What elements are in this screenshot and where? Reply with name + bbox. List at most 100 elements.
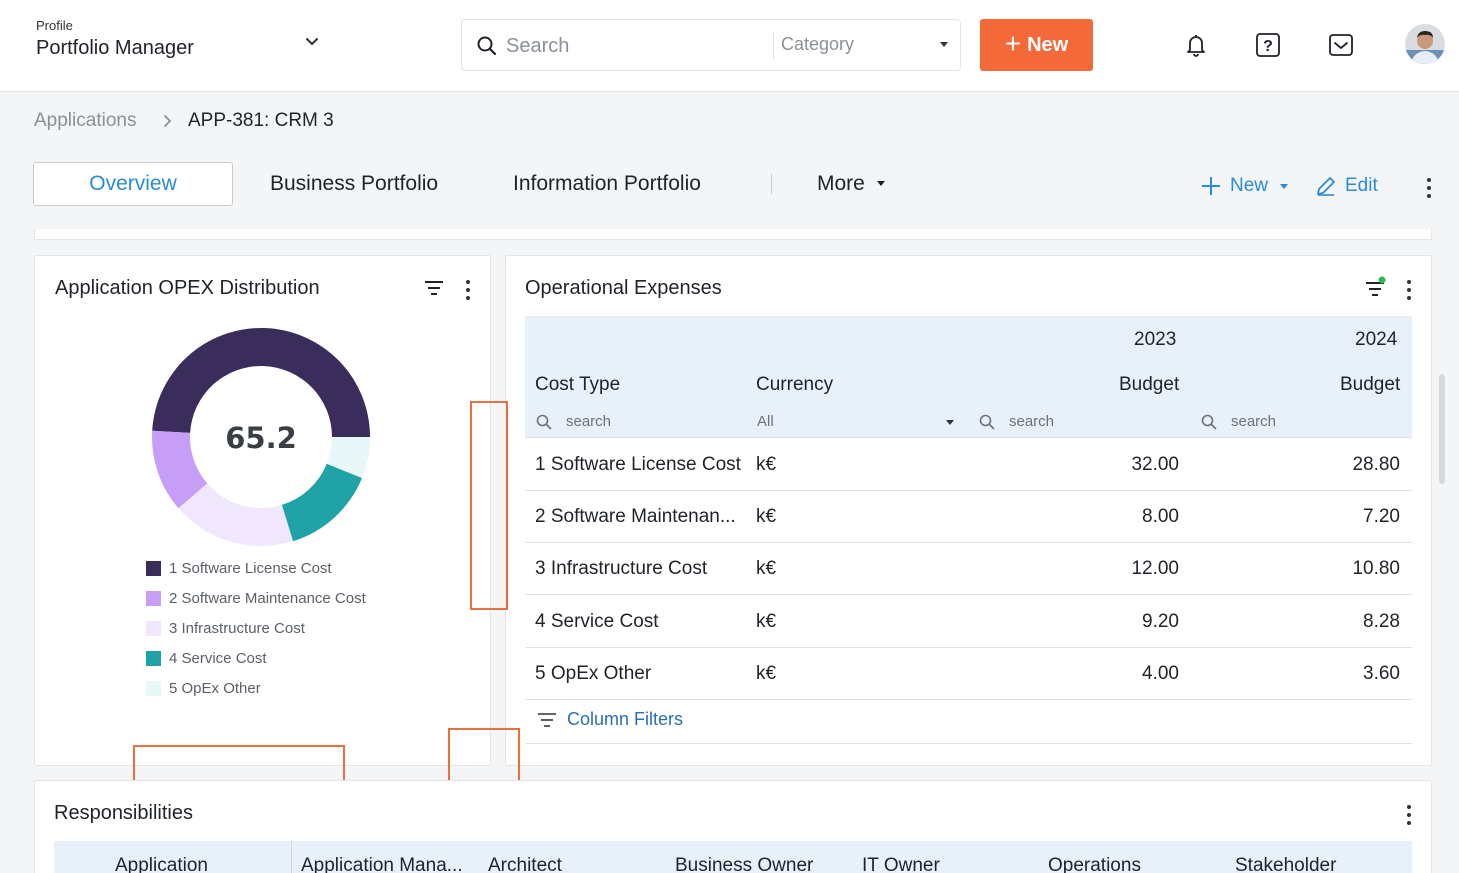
help-icon[interactable]: ? [1251,28,1285,62]
resize-handle-highlight[interactable] [133,745,345,782]
table-header: 2023 2024 Cost Type Currency Budget Budg… [525,316,1412,438]
donut-slice-3[interactable] [178,483,294,546]
tab-more[interactable]: More [817,172,865,195]
table-footer-divider [525,743,1412,744]
column-header-budget-2023[interactable]: Budget [1119,374,1180,395]
more-options-icon[interactable] [465,280,471,300]
column-filters-button[interactable]: Column Filters [537,709,683,730]
donut-slice-2[interactable] [152,430,208,509]
search-placeholder: search [1009,413,1055,430]
search-placeholder: search [1231,413,1277,430]
tab-overview[interactable]: Overview [33,162,233,206]
budget-2024-cell: 3.60 [1363,663,1400,684]
donut-slice-1[interactable] [152,328,370,437]
budget-2023-cell: 9.20 [1142,611,1179,632]
scrollbar-thumb[interactable] [1439,374,1445,484]
column-header-it-owner[interactable]: IT Owner [862,855,940,873]
search-placeholder: search [566,413,612,430]
legend-item[interactable]: 4 Service Cost [146,650,267,667]
responsibilities-table-header: Application Application Mana... Architec… [54,841,1412,873]
column-header-operations[interactable]: Operations [1048,855,1141,873]
donut-slice-5[interactable] [326,437,370,478]
legend-label: 3 Infrastructure Cost [169,620,305,637]
caret-down-icon[interactable] [946,420,954,425]
svg-text:?: ? [1263,38,1273,55]
table-row[interactable]: 2 Software Maintenan... k€ 8.00 7.20 [525,491,1412,543]
tab-information-portfolio[interactable]: Information Portfolio [513,172,701,195]
column-divider [291,841,292,873]
section-strip [34,229,1432,240]
table-row[interactable]: 1 Software License Cost k€ 32.00 28.80 [525,439,1412,491]
more-options-icon[interactable] [1406,280,1412,300]
column-header-application-manager[interactable]: Application Mana... [301,855,463,873]
column-header-business-owner[interactable]: Business Owner [675,855,814,873]
caret-down-icon [1280,183,1289,189]
tab-business-portfolio[interactable]: Business Portfolio [270,172,439,195]
table-row[interactable]: 5 OpEx Other k€ 4.00 3.60 [525,648,1412,700]
currency-cell: k€ [756,663,777,684]
budget-2024-cell: 8.28 [1363,611,1400,632]
column-header-budget-2024[interactable]: Budget [1340,374,1401,395]
plus-icon: + [1004,27,1022,59]
budget-2024-cell: 10.80 [1352,558,1400,579]
plus-icon [1202,177,1220,195]
legend-item[interactable]: 2 Software Maintenance Cost [146,590,366,607]
legend-swatch [146,621,161,636]
cost-type-cell: 3 Infrastructure Cost [535,558,708,579]
pencil-icon [1317,177,1335,196]
profile-name[interactable]: Portfolio Manager [36,37,194,59]
legend-item[interactable]: 3 Infrastructure Cost [146,620,305,637]
legend-item[interactable]: 1 Software License Cost [146,560,332,577]
column-filters-label: Column Filters [567,709,684,729]
currency-cell: k€ [756,454,777,475]
column-header-application[interactable]: Application [115,855,208,873]
bell-icon[interactable] [1179,28,1213,62]
edit-action[interactable]: Edit [1315,175,1378,197]
resize-handle-highlight[interactable] [470,401,508,610]
legend-item[interactable]: 5 OpEx Other [146,680,261,697]
cost-type-filter[interactable]: search [536,413,611,430]
filter-icon[interactable] [424,279,444,297]
currency-filter[interactable]: All [757,413,774,430]
legend-label: 5 OpEx Other [169,680,261,697]
budget-2023-cell: 32.00 [1131,454,1179,475]
page-scrollbar[interactable] [1437,230,1447,873]
column-header-architect[interactable]: Architect [488,855,562,873]
legend-swatch [146,561,161,576]
budget-2023-cell: 8.00 [1142,506,1179,527]
budget-2024-cell: 7.20 [1363,506,1400,527]
new-button[interactable]: + New [980,19,1093,71]
more-options-icon[interactable] [1406,805,1412,825]
new-button-label: New [1027,33,1069,56]
budget-2023-cell: 4.00 [1142,663,1179,684]
caret-down-icon[interactable] [940,42,948,47]
column-header-stakeholder[interactable]: Stakeholder [1235,855,1337,873]
cost-type-cell: 1 Software License Cost [535,454,741,475]
breadcrumb-applications[interactable]: Applications [34,110,137,131]
table-row[interactable]: 3 Infrastructure Cost k€ 12.00 10.80 [525,543,1412,595]
year-header-2024: 2024 [1355,329,1398,350]
filter-active-icon[interactable] [1365,276,1389,298]
add-new-label: New [1230,175,1269,196]
caret-down-icon[interactable] [877,181,885,186]
budget-2024-filter[interactable]: search [1201,413,1276,430]
donut-slice-4[interactable] [281,463,363,542]
column-header-currency[interactable]: Currency [756,374,834,395]
budget-2023-cell: 12.00 [1131,558,1179,579]
tab-divider [771,174,772,194]
cost-type-cell: 5 OpEx Other [535,663,652,684]
inbox-icon[interactable] [1324,28,1358,62]
more-options-icon[interactable] [1426,178,1432,198]
legend-label: 4 Service Cost [169,650,267,667]
opex-distribution-title: Application OPEX Distribution [55,277,320,299]
category-select[interactable]: Category [781,34,855,54]
chevron-down-icon[interactable] [302,32,322,52]
opex-donut-chart: 65.2 [152,328,370,546]
currency-cell: k€ [756,506,777,527]
search-input[interactable] [506,32,766,60]
budget-2023-filter[interactable]: search [979,413,1054,430]
column-header-cost-type[interactable]: Cost Type [535,374,621,395]
avatar[interactable] [1405,24,1445,64]
add-new-action[interactable]: New [1200,175,1289,197]
table-row[interactable]: 4 Service Cost k€ 9.20 8.28 [525,596,1412,648]
